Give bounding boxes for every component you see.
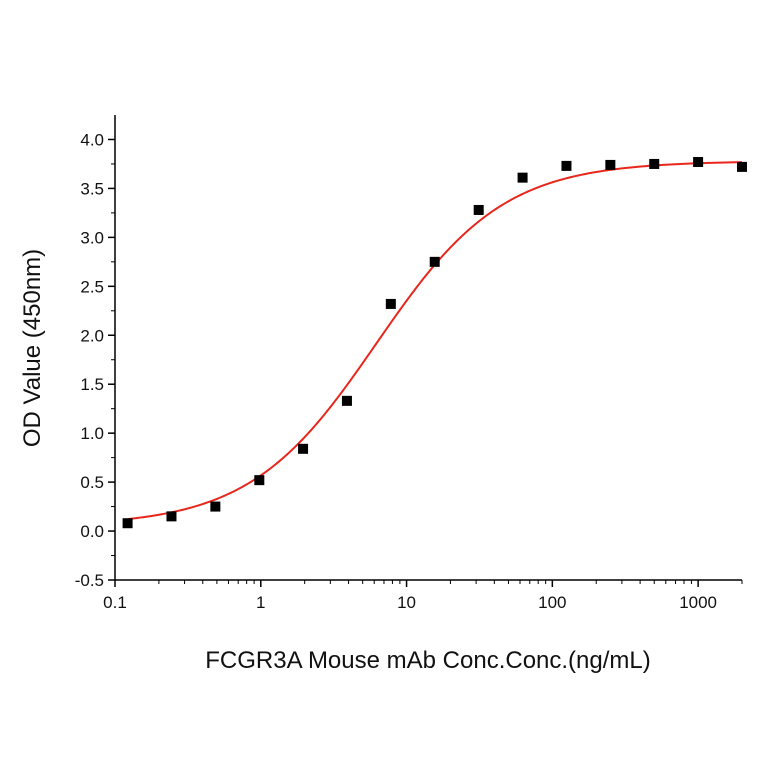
x-axis-title: FCGR3A Mouse mAb Conc.Conc.(ng/mL) xyxy=(205,647,651,674)
data-point xyxy=(122,518,133,529)
y-tick-label: 2.0 xyxy=(80,326,104,345)
fit-curve xyxy=(127,161,743,521)
x-tick-label: 1000 xyxy=(679,593,717,612)
x-tick-label: 10 xyxy=(397,593,416,612)
x-tick-label: 0.1 xyxy=(103,593,127,612)
y-tick-label: 0.0 xyxy=(80,522,104,541)
y-tick-label: 0.5 xyxy=(80,473,104,492)
data-point xyxy=(693,156,704,167)
x-tick-label: 100 xyxy=(538,593,566,612)
data-point xyxy=(561,160,572,171)
data-points xyxy=(122,156,747,529)
data-point xyxy=(473,204,484,215)
data-point xyxy=(649,158,660,169)
x-tick-label: 1 xyxy=(256,593,265,612)
y-tick-label: 4.0 xyxy=(80,130,104,149)
y-tick-label: 1.0 xyxy=(80,424,104,443)
y-tick-label: -0.5 xyxy=(75,571,104,590)
y-axis-ticks: -0.5 0.0 0.5 1.0 1.5 2.0 2.5 3.0 3.5 4.0 xyxy=(75,130,115,590)
y-tick-label: 2.5 xyxy=(80,277,104,296)
y-tick-label: 1.5 xyxy=(80,375,104,394)
y-tick-label: 3.5 xyxy=(80,179,104,198)
y-tick-label: 3.0 xyxy=(80,228,104,247)
data-point xyxy=(298,443,309,454)
data-point xyxy=(385,298,396,309)
data-point xyxy=(166,511,177,522)
data-point xyxy=(605,159,616,170)
data-point xyxy=(737,161,747,172)
data-point xyxy=(429,256,440,267)
data-point xyxy=(341,395,352,406)
data-point xyxy=(517,172,528,183)
y-axis-title: OD Value (450nm) xyxy=(19,249,46,447)
data-point xyxy=(210,501,221,512)
data-point xyxy=(254,475,265,486)
plot-area: -0.5 0.0 0.5 1.0 1.5 2.0 2.5 3.0 3.5 4.0 0.1 1 10 10… xyxy=(75,115,747,612)
x-axis-ticks: 0.1 1 10 100 1000 xyxy=(103,580,743,612)
